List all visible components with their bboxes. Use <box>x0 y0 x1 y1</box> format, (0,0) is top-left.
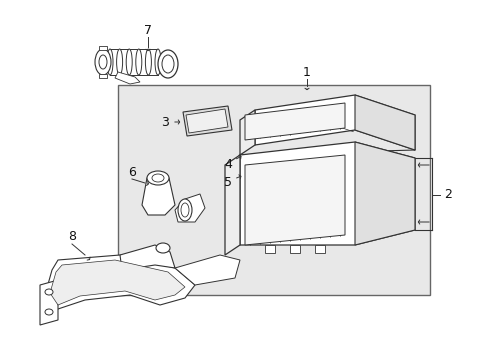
Polygon shape <box>354 142 414 245</box>
Bar <box>289 245 299 253</box>
Bar <box>118 85 429 295</box>
Bar <box>99 74 107 78</box>
Ellipse shape <box>147 171 169 185</box>
Text: 3: 3 <box>161 116 168 129</box>
Polygon shape <box>175 255 240 285</box>
Bar <box>264 245 274 253</box>
Polygon shape <box>224 155 240 255</box>
Text: 5: 5 <box>224 176 231 189</box>
Ellipse shape <box>136 49 142 75</box>
Ellipse shape <box>126 49 132 75</box>
Text: 1: 1 <box>303 66 310 78</box>
Ellipse shape <box>158 50 178 78</box>
Ellipse shape <box>45 309 53 315</box>
Ellipse shape <box>45 289 53 295</box>
Ellipse shape <box>145 49 151 75</box>
Polygon shape <box>175 194 204 222</box>
Ellipse shape <box>99 55 107 69</box>
Polygon shape <box>120 245 175 270</box>
Text: 8: 8 <box>68 230 76 243</box>
Text: 4: 4 <box>224 158 231 171</box>
Polygon shape <box>254 95 414 150</box>
Ellipse shape <box>155 49 161 75</box>
Ellipse shape <box>152 174 163 182</box>
Polygon shape <box>115 72 140 84</box>
Polygon shape <box>354 95 414 150</box>
Polygon shape <box>45 255 195 310</box>
Polygon shape <box>240 142 414 245</box>
Polygon shape <box>244 155 345 245</box>
Polygon shape <box>244 103 345 140</box>
Polygon shape <box>240 110 254 155</box>
Ellipse shape <box>95 49 111 75</box>
Polygon shape <box>183 106 231 136</box>
Ellipse shape <box>156 243 170 253</box>
Ellipse shape <box>116 49 122 75</box>
Ellipse shape <box>178 199 192 221</box>
Bar <box>314 245 325 253</box>
Ellipse shape <box>181 203 189 217</box>
Polygon shape <box>40 280 58 325</box>
Ellipse shape <box>162 55 174 73</box>
Text: 2: 2 <box>443 189 451 202</box>
Text: 6: 6 <box>128 166 136 179</box>
Polygon shape <box>50 260 184 305</box>
Polygon shape <box>185 109 227 133</box>
Bar <box>99 46 107 50</box>
Text: 7: 7 <box>143 23 152 36</box>
Ellipse shape <box>107 49 113 75</box>
Polygon shape <box>142 178 175 215</box>
